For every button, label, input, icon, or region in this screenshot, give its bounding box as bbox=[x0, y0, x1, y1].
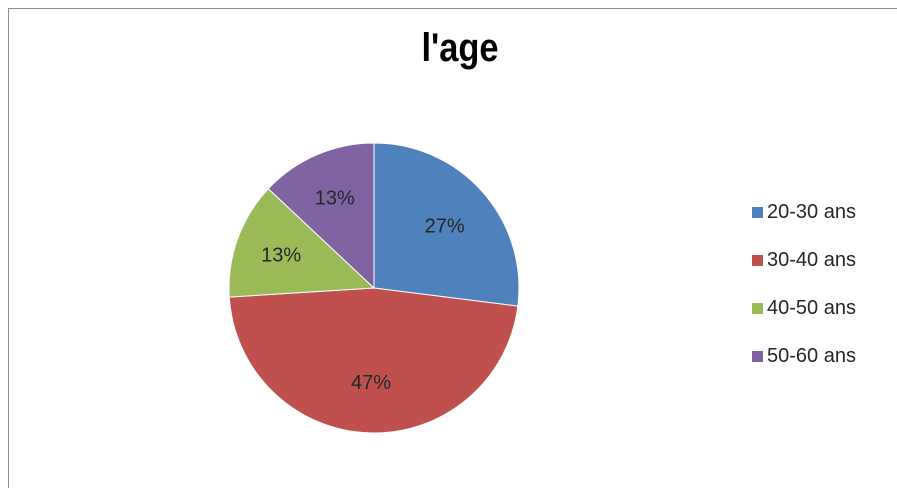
legend-item: 40-50 ans bbox=[752, 296, 856, 320]
chart-title: l'age bbox=[421, 26, 499, 70]
pie-slice-50-60-ans bbox=[267, 142, 375, 290]
legend-item: 30-40 ans bbox=[752, 248, 856, 272]
legend-item: 20-30 ans bbox=[752, 200, 856, 224]
chart-legend: 20-30 ans 30-40 ans 40-50 ans 50-60 ans bbox=[752, 200, 856, 392]
slice-data-label: 13% bbox=[261, 245, 301, 267]
legend-item: 50-60 ans bbox=[752, 344, 856, 368]
legend-swatch bbox=[752, 302, 763, 314]
slice-data-label: 13% bbox=[315, 188, 355, 210]
legend-label: 20-30 ans bbox=[767, 200, 856, 223]
legend-swatch bbox=[752, 350, 763, 362]
slice-data-label: 47% bbox=[351, 372, 391, 394]
legend-label: 30-40 ans bbox=[767, 248, 856, 271]
legend-swatch bbox=[752, 206, 763, 218]
legend-label: 50-60 ans bbox=[767, 344, 856, 367]
pie-slice-20-30-ans bbox=[373, 142, 520, 307]
legend-label: 40-50 ans bbox=[767, 296, 856, 319]
pie-slice-40-50-ans bbox=[228, 188, 376, 298]
slice-data-label: 27% bbox=[425, 216, 465, 238]
pie-slice-30-40-ans bbox=[228, 287, 519, 434]
legend-swatch bbox=[752, 254, 763, 266]
